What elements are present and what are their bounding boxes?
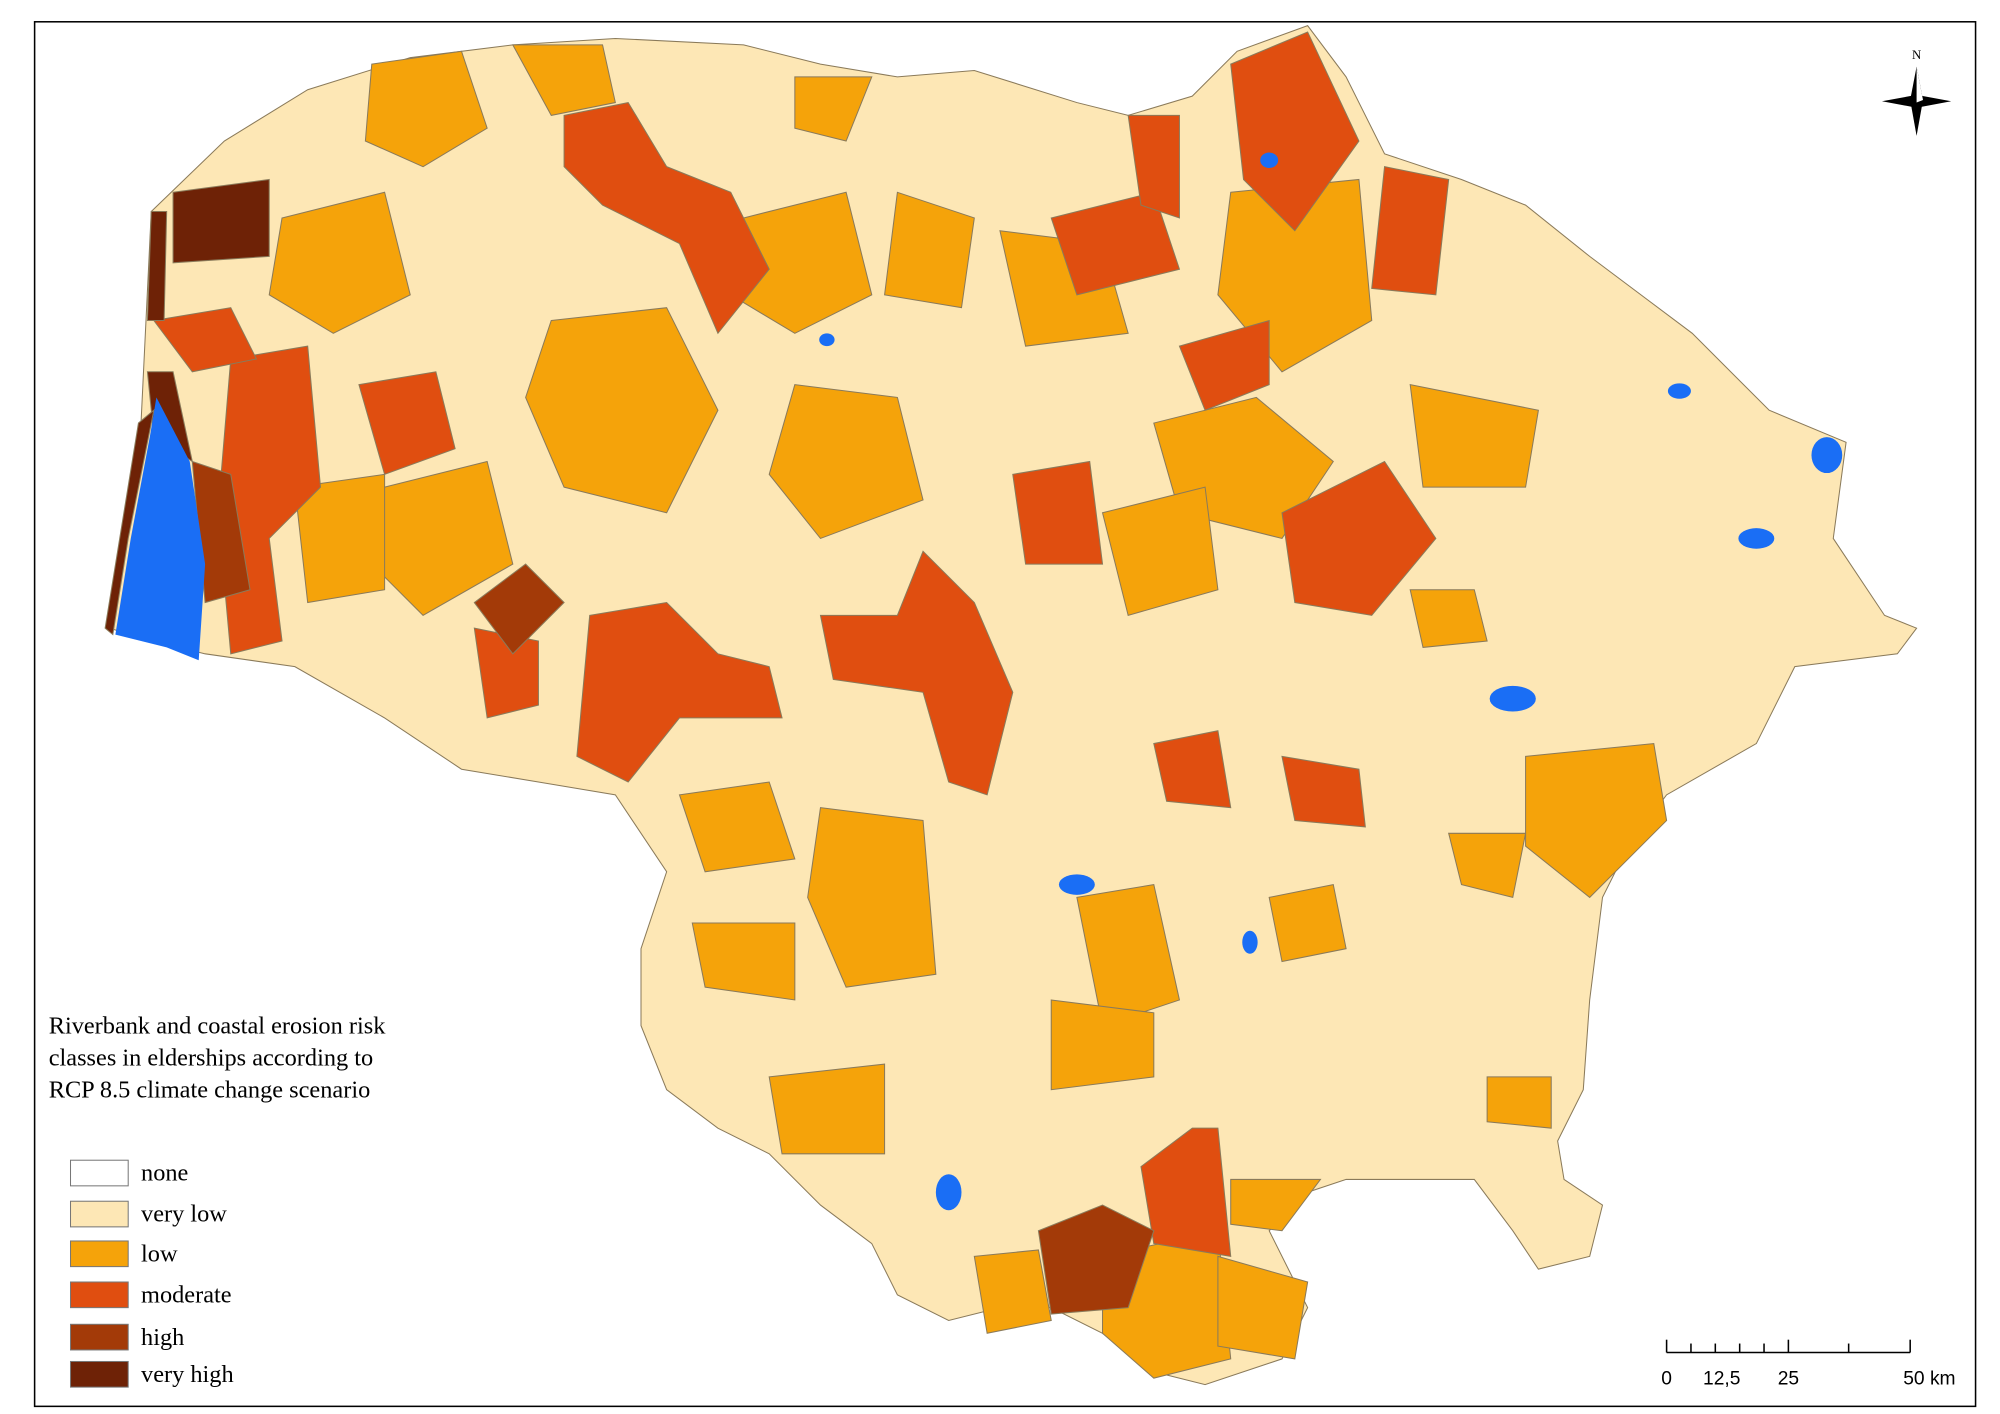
legend-label: very low xyxy=(141,1201,227,1228)
regions-low xyxy=(268,44,1668,1379)
regions-moderate xyxy=(152,31,1450,1257)
scale-label: 50 km xyxy=(1903,1369,1955,1390)
legend: none very low low moderate high very high xyxy=(69,1159,234,1388)
legend-swatch xyxy=(69,1200,129,1228)
legend-label: high xyxy=(141,1324,184,1351)
scale-label: 25 xyxy=(1778,1369,1799,1390)
scale-label: 0 xyxy=(1661,1369,1672,1390)
scale-label: 12,5 xyxy=(1703,1369,1740,1390)
legend-swatch xyxy=(69,1360,129,1388)
map-title-line: Riverbank and coastal erosion risk xyxy=(49,1012,386,1039)
water xyxy=(115,152,1843,1211)
legend-label: low xyxy=(141,1240,178,1267)
legend-label: none xyxy=(141,1160,188,1187)
north-arrow: N xyxy=(1881,48,1952,136)
legend-swatch xyxy=(69,1323,129,1351)
map-body: Riverbank and coastal erosion risk class… xyxy=(33,21,1977,1408)
legend-label: very high xyxy=(141,1361,234,1388)
legend-swatch xyxy=(69,1281,129,1309)
title: Riverbank and coastal erosion risk class… xyxy=(49,1012,386,1103)
map-title-line: RCP 8.5 climate change scenario xyxy=(49,1076,371,1103)
legend-label: moderate xyxy=(141,1282,232,1309)
regions-high xyxy=(191,460,1155,1315)
legend-swatch xyxy=(69,1240,129,1268)
map-title-line: classes in elderships according to xyxy=(49,1044,374,1071)
legend-swatch xyxy=(69,1159,129,1187)
scale-bar xyxy=(1665,1339,1911,1354)
north-label: N xyxy=(1912,48,1921,62)
